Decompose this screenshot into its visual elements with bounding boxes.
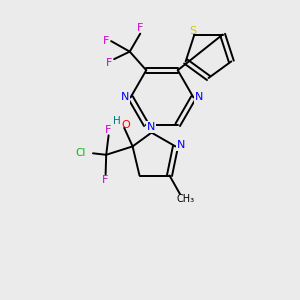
Text: F: F: [105, 125, 111, 135]
Text: F: F: [106, 58, 112, 68]
Text: N: N: [121, 92, 129, 103]
Text: O: O: [121, 120, 130, 130]
Text: F: F: [137, 23, 143, 33]
Text: H: H: [113, 116, 121, 126]
Text: N: N: [147, 122, 155, 132]
Text: F: F: [103, 36, 109, 46]
Text: N: N: [177, 140, 186, 150]
Text: S: S: [189, 26, 197, 36]
Text: F: F: [102, 175, 108, 185]
Text: N: N: [195, 92, 203, 103]
Text: CH₃: CH₃: [176, 194, 194, 205]
Text: Cl: Cl: [76, 148, 86, 158]
